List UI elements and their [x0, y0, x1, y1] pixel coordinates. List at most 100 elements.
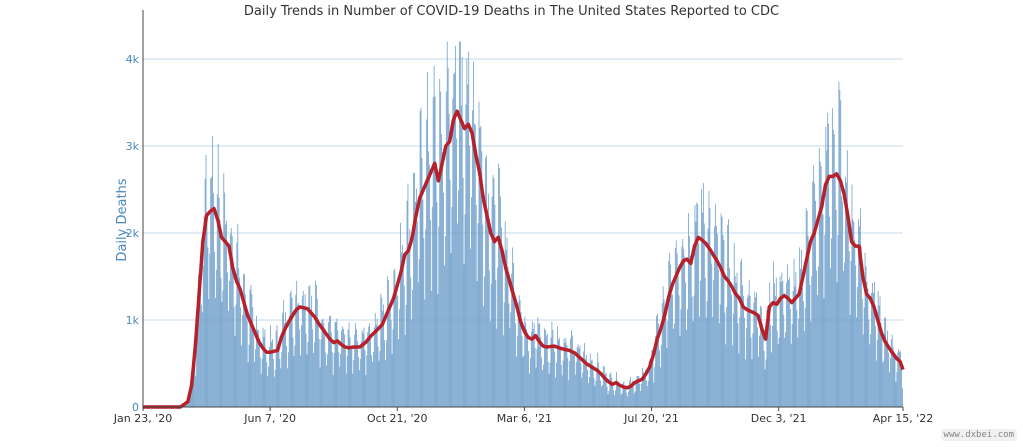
- moving-average-series: [142, 109, 905, 409]
- daily-death-bar: [880, 322, 882, 407]
- daily-death-bar: [396, 293, 398, 407]
- daily-death-bar: [622, 383, 624, 407]
- daily-death-bar: [188, 401, 190, 407]
- daily-death-bar: [804, 307, 806, 407]
- daily-death-bar: [321, 319, 323, 407]
- daily-death-bar: [402, 262, 404, 407]
- daily-death-bar: [695, 221, 697, 407]
- daily-death-bar: [681, 246, 683, 407]
- daily-death-bar: [494, 204, 496, 407]
- daily-death-bar: [363, 327, 365, 407]
- daily-death-bar: [558, 339, 559, 407]
- daily-death-bar: [307, 341, 309, 407]
- daily-death-bar: [511, 273, 513, 407]
- daily-death-bar: [398, 339, 399, 407]
- daily-death-bar: [246, 320, 248, 407]
- daily-death-bar: [473, 123, 475, 407]
- daily-death-bar: [784, 338, 786, 407]
- daily-death-bar: [806, 210, 808, 407]
- daily-death-bar: [591, 359, 593, 407]
- daily-death-bar: [513, 262, 514, 407]
- daily-death-bar: [451, 207, 453, 407]
- daily-death-bar: [698, 243, 700, 407]
- daily-death-bar: [533, 323, 535, 407]
- daily-death-bar: [537, 317, 539, 407]
- daily-death-bar: [504, 221, 506, 407]
- daily-death-bar: [896, 372, 898, 407]
- daily-death-bar: [630, 376, 631, 407]
- daily-death-bar: [654, 367, 656, 407]
- daily-death-bar: [630, 383, 632, 407]
- daily-death-bar: [380, 293, 382, 407]
- daily-death-bar: [845, 182, 847, 407]
- daily-death-bar: [810, 321, 812, 407]
- daily-death-bar: [458, 41, 460, 407]
- daily-death-bar: [314, 342, 315, 407]
- daily-death-bar: [794, 286, 796, 407]
- daily-death-bar: [860, 247, 862, 407]
- daily-death-bar: [391, 353, 393, 407]
- daily-death-bar: [411, 319, 413, 407]
- daily-death-bar: [540, 337, 542, 407]
- daily-death-bar: [303, 305, 305, 407]
- daily-death-bar: [892, 347, 894, 407]
- daily-death-bar: [888, 352, 889, 407]
- daily-death-bar: [286, 345, 287, 407]
- daily-death-bar: [772, 325, 773, 407]
- daily-death-bar: [290, 290, 292, 407]
- daily-death-bar: [349, 337, 351, 407]
- daily-death-bar: [731, 345, 733, 407]
- daily-death-bar: [682, 239, 684, 407]
- daily-death-bar: [438, 226, 440, 407]
- daily-death-bar: [432, 97, 434, 407]
- daily-death-bar: [824, 234, 826, 407]
- daily-death-bar: [539, 323, 541, 407]
- daily-death-bar: [604, 373, 606, 407]
- daily-death-bar: [561, 375, 563, 407]
- daily-death-bar: [793, 258, 795, 407]
- daily-death-bar: [325, 352, 327, 407]
- daily-death-bar: [632, 386, 634, 407]
- daily-death-bar: [285, 312, 286, 407]
- daily-death-bar: [367, 331, 369, 407]
- daily-death-bar: [780, 281, 782, 407]
- daily-death-bar: [289, 292, 291, 407]
- daily-death-bar: [293, 356, 295, 407]
- daily-death-bar: [379, 350, 381, 407]
- daily-death-bar: [214, 251, 215, 407]
- daily-death-bar: [575, 362, 577, 407]
- daily-death-bar: [901, 365, 902, 407]
- daily-death-bar: [376, 318, 378, 407]
- daily-death-bar: [338, 352, 340, 407]
- daily-death-bar: [569, 360, 571, 407]
- daily-death-bar: [587, 369, 588, 407]
- daily-death-bar: [249, 289, 251, 407]
- daily-death-bar: [401, 252, 402, 407]
- daily-death-bar: [280, 368, 282, 407]
- daily-death-bar: [714, 226, 715, 407]
- daily-death-bar: [490, 284, 492, 407]
- daily-death-bar: [317, 319, 319, 407]
- daily-death-bar: [416, 221, 418, 407]
- daily-death-bar: [637, 376, 639, 407]
- watermark-logo: www.dxbei.com: [940, 429, 1017, 441]
- daily-death-bar: [847, 226, 849, 407]
- daily-death-bar: [471, 197, 472, 407]
- daily-death-bar: [566, 345, 568, 407]
- daily-death-bar: [750, 337, 752, 407]
- daily-death-bar: [607, 394, 609, 407]
- daily-death-bar: [883, 360, 885, 407]
- daily-death-bar: [423, 238, 425, 407]
- daily-death-bar: [549, 362, 551, 407]
- daily-death-bar: [754, 291, 756, 407]
- daily-death-bar: [736, 272, 738, 407]
- daily-death-bar: [282, 312, 284, 407]
- daily-death-bar: [743, 295, 744, 407]
- daily-death-bar: [665, 318, 667, 407]
- daily-death-bar: [874, 326, 876, 407]
- daily-death-bar: [495, 279, 497, 407]
- daily-death-bar: [497, 267, 499, 407]
- daily-death-bar: [692, 321, 694, 407]
- daily-death-bar: [446, 41, 448, 407]
- daily-death-bar: [455, 45, 457, 408]
